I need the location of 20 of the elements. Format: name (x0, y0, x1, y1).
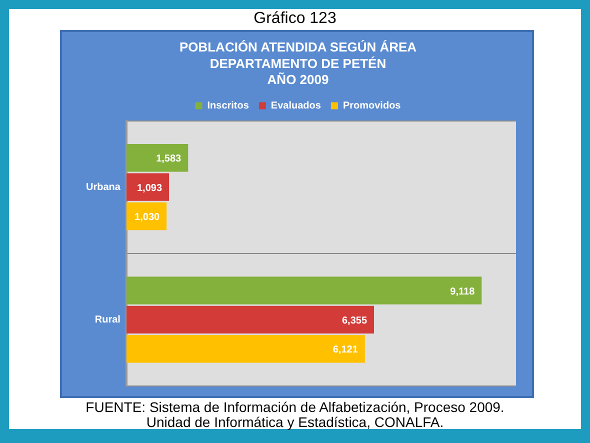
y-tick-label: Urbana (86, 182, 121, 193)
bar (126, 173, 170, 201)
source-note: FUENTE: Sistema de Información de Alfabetización, Proceso 2009. (84, 399, 506, 415)
data-label: 1,583 (156, 154, 182, 165)
chart-title: Gráfico 123 (252, 9, 338, 29)
data-label: 6,355 (342, 315, 368, 326)
data-label: 1,093 (137, 182, 162, 194)
data-label: 9,118 (450, 286, 476, 298)
y-tick-label: Rural (94, 314, 121, 326)
text: Unidad de Informática y Estadística, CONALFA. (145, 414, 445, 430)
bar (126, 306, 374, 334)
bar (126, 276, 482, 304)
legend-label: Promovidos (342, 100, 402, 112)
bar (126, 144, 188, 172)
data-label: 6,121 (332, 344, 358, 356)
legend-label: Evaluados (270, 100, 322, 112)
data-label: 1,030 (134, 212, 160, 223)
bar (126, 335, 365, 363)
chart-subtitle: POBLACIÓN ATENDIDA SEGÚN ÁREA DEPARTAMENTO DE PETÉN AÑO 2009 (179, 40, 418, 88)
legend-label: Inscritos (207, 100, 250, 112)
